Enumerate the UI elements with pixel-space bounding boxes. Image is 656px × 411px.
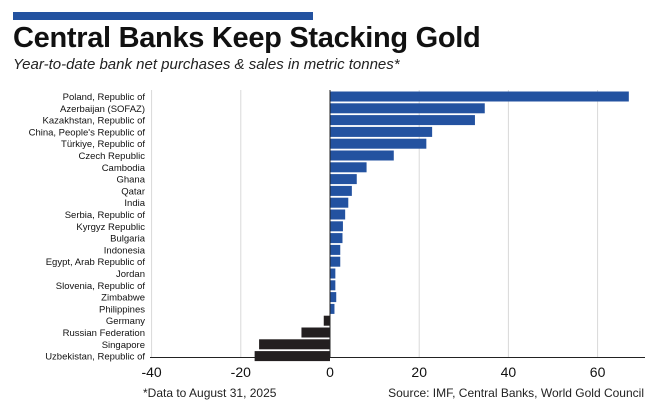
source-note: Source: IMF, Central Banks, World Gold C… [388, 386, 644, 400]
bar [330, 303, 335, 314]
category-label: Bulgaria [110, 234, 146, 245]
x-tick-label: 0 [326, 364, 334, 380]
bar [330, 197, 349, 208]
category-label: Uzbekistan, Republic of [45, 352, 145, 363]
category-label: Qatar [121, 186, 145, 197]
bar [330, 150, 394, 161]
bar [301, 327, 330, 338]
category-label: Philippines [99, 304, 145, 315]
category-label: Zimbabwe [101, 293, 145, 304]
x-tick-label: 40 [501, 364, 517, 380]
bar [330, 91, 629, 102]
bar [330, 268, 336, 279]
bar [330, 174, 357, 185]
category-label: Germany [106, 316, 145, 327]
footnote: *Data to August 31, 2025 [143, 386, 277, 400]
bar [330, 244, 341, 255]
bar [254, 351, 330, 362]
category-label: Czech Republic [78, 151, 145, 162]
bar [330, 292, 337, 303]
category-label: Kyrgyz Republic [76, 222, 145, 233]
bar [330, 280, 336, 291]
bar [323, 315, 330, 326]
category-label: Kazakhstan, Republic of [43, 116, 146, 127]
x-tick-label: -20 [231, 364, 251, 380]
x-tick-label: -40 [141, 364, 161, 380]
header-accent-bar [13, 12, 313, 20]
category-label: Türkiye, Republic of [61, 139, 145, 150]
category-label: Egypt, Arab Republic of [46, 257, 146, 268]
category-label: Slovenia, Republic of [56, 281, 146, 292]
chart-subtitle: Year-to-date bank net purchases & sales … [13, 56, 400, 73]
category-label: India [124, 198, 145, 209]
bar [330, 221, 343, 232]
category-label: China, People's Republic of [29, 127, 146, 138]
category-label: Indonesia [104, 245, 146, 256]
bar [330, 162, 367, 173]
category-label: Azerbaijan (SOFAZ) [60, 104, 145, 115]
category-label: Cambodia [102, 163, 146, 174]
bar [330, 126, 433, 137]
bar [330, 115, 475, 126]
category-label: Russian Federation [63, 328, 145, 339]
bar [330, 185, 352, 196]
category-label: Ghana [116, 175, 145, 186]
category-label: Singapore [102, 340, 145, 351]
bar [259, 339, 330, 350]
category-label: Jordan [116, 269, 145, 280]
x-tick-label: 20 [411, 364, 427, 380]
bar [330, 256, 341, 267]
x-tick-label: 60 [590, 364, 606, 380]
chart-title: Central Banks Keep Stacking Gold [13, 22, 481, 54]
category-label: Serbia, Republic of [65, 210, 146, 221]
category-label: Poland, Republic of [63, 92, 146, 103]
bar [330, 209, 346, 220]
bar [330, 138, 427, 149]
bar [330, 233, 343, 244]
bar [330, 103, 485, 114]
